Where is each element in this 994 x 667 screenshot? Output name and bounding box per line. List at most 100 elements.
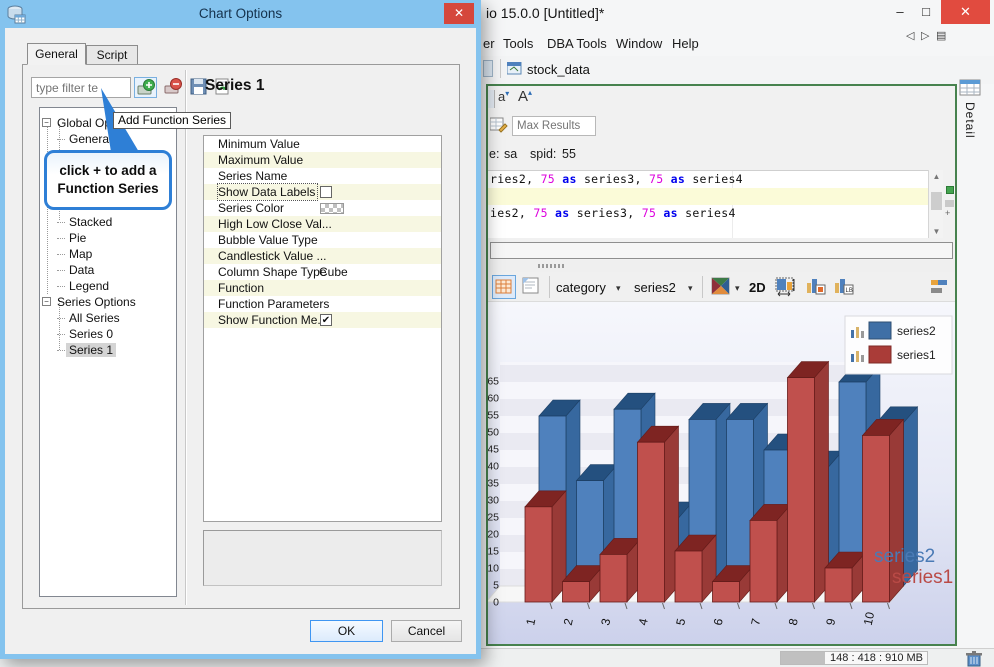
menu-item-help[interactable]: Help <box>672 36 699 51</box>
memory-indicator[interactable]: 148 : 418 : 910 MB <box>780 651 928 665</box>
spid-label: spid: <box>530 147 557 161</box>
collapse-icon[interactable]: − <box>42 297 51 306</box>
svg-text:7: 7 <box>748 617 763 627</box>
dialog-close-icon[interactable]: ✕ <box>444 3 474 24</box>
form-view-icon[interactable] <box>520 275 544 299</box>
menu-item-tools[interactable]: Tools <box>503 36 534 51</box>
grid-view-icon[interactable] <box>492 275 516 299</box>
property-label: Function <box>218 281 265 295</box>
decrease-font-icon[interactable]: a <box>498 89 509 104</box>
property-row[interactable]: Function <box>204 280 441 296</box>
ok-button[interactable]: OK <box>310 620 383 642</box>
garbage-collect-icon[interactable] <box>964 650 984 667</box>
property-value[interactable]: Cube <box>319 265 348 279</box>
tree-item-data[interactable]: Data <box>40 262 176 278</box>
tree-item-legend[interactable]: Legend <box>40 278 176 294</box>
property-row[interactable]: Series Color <box>204 200 441 216</box>
editor-hscrollbar[interactable] <box>490 242 953 259</box>
tree-filter-input[interactable] <box>31 77 131 98</box>
results-grid-icon[interactable] <box>959 79 982 97</box>
tab-script[interactable]: Script <box>86 45 138 65</box>
chevron-down-icon[interactable]: ▾ <box>735 283 740 293</box>
property-row[interactable]: Series Name <box>204 168 441 184</box>
resize-columns-icon[interactable] <box>774 275 798 299</box>
menu-item-er[interactable]: er <box>483 36 495 51</box>
sql-editor[interactable]: ries2, 75 as series3, 75 as series4 ies2,… <box>488 170 928 238</box>
property-row[interactable]: Show Function Me... ✔ <box>204 312 441 328</box>
collapse-icon[interactable]: − <box>42 118 51 127</box>
properties-table: Minimum Value Maximum Value Series Name Sho… <box>203 135 442 522</box>
property-row[interactable]: Maximum Value <box>204 152 441 168</box>
tree-item-stacked[interactable]: Stacked <box>40 214 176 230</box>
results-options-icon[interactable] <box>490 117 508 134</box>
property-row[interactable]: Show Data Labels <box>204 183 441 201</box>
property-row[interactable]: Minimum Value <box>204 136 441 152</box>
tree-item-all-series[interactable]: All Series <box>40 310 176 326</box>
svg-text:55: 55 <box>488 410 499 422</box>
value-labels-icon[interactable]: LB <box>832 275 856 299</box>
dialog-app-icon <box>7 5 26 24</box>
minimize-icon[interactable]: – <box>896 4 904 19</box>
pane-splitter[interactable] <box>488 260 955 272</box>
toolbar-icon-partial[interactable] <box>483 60 493 77</box>
scroll-thumb[interactable] <box>931 192 942 210</box>
chart-style-icon[interactable] <box>710 275 734 299</box>
property-label: Show Function Me... <box>218 313 328 327</box>
scroll-up-icon[interactable]: ▲ <box>932 172 941 181</box>
property-label: Function Parameters <box>218 297 330 311</box>
series-color-swatch[interactable] <box>320 203 344 214</box>
tree-item-label: General <box>69 132 112 146</box>
menu-item-dba-tools[interactable]: DBA Tools <box>547 36 607 51</box>
series-dropdown[interactable]: series2 <box>634 280 676 295</box>
data-labels-icon[interactable] <box>804 275 828 299</box>
export-script-button[interactable] <box>212 77 235 98</box>
tab-stock-data[interactable]: stock_data <box>527 62 590 77</box>
tree-item-pie[interactable]: Pie <box>40 230 176 246</box>
property-row[interactable]: Column Shape Type Cube <box>204 264 441 280</box>
detail-side-tab[interactable]: Detail <box>963 102 977 139</box>
close-icon[interactable]: ✕ <box>941 0 990 24</box>
save-button[interactable] <box>188 77 211 98</box>
cancel-button[interactable]: Cancel <box>391 620 462 642</box>
property-row[interactable]: Bubble Value Type <box>204 232 441 248</box>
chevron-down-icon[interactable]: ▾ <box>616 283 621 293</box>
menu-item-window[interactable]: Window <box>616 36 663 51</box>
tree-item-series-1[interactable]: Series 1 <box>40 342 176 358</box>
tree-item-label: Stacked <box>69 215 113 229</box>
mode-2d-button[interactable]: 2D <box>749 280 766 295</box>
property-label: Series Color <box>218 201 285 215</box>
scroll-down-icon[interactable]: ▼ <box>932 227 941 236</box>
property-checkbox[interactable]: ✔ <box>320 314 332 326</box>
tree-item-map[interactable]: Map <box>40 246 176 262</box>
tree-item-series-options[interactable]: − Series Options <box>40 294 176 310</box>
svg-text:series2: series2 <box>897 324 936 338</box>
callout-line2: Function Series <box>57 181 159 196</box>
tab-general[interactable]: General <box>27 43 86 65</box>
editor-vscrollbar[interactable]: ▲ ▼ <box>928 170 943 238</box>
stock-data-tab-icon <box>507 62 522 75</box>
panel-divider[interactable] <box>185 70 187 605</box>
toolbar-icon-partial[interactable] <box>488 90 495 108</box>
maximize-icon[interactable]: □ <box>922 4 930 19</box>
add-function-series-button[interactable] <box>134 77 157 98</box>
tree-item-general[interactable]: General <box>40 131 176 147</box>
property-checkbox[interactable] <box>320 186 332 198</box>
property-row[interactable]: Candlestick Value ... <box>204 248 441 264</box>
property-row[interactable]: Function Parameters <box>204 296 441 312</box>
nav-forward-icon[interactable]: ▷ <box>921 30 930 42</box>
max-results-input[interactable] <box>512 116 596 136</box>
category-dropdown[interactable]: category <box>556 280 606 295</box>
svg-text:50: 50 <box>488 427 499 439</box>
tab-list-icon[interactable]: ▤ <box>936 30 947 42</box>
property-row[interactable]: High Low Close Val... <box>204 216 441 232</box>
splitter-grip[interactable] <box>538 264 564 268</box>
remove-function-series-button[interactable] <box>162 77 185 98</box>
chevron-down-icon[interactable]: ▾ <box>688 283 693 293</box>
tree-item-label: Data <box>69 263 95 277</box>
tree-item-series-0[interactable]: Series 0 <box>40 326 176 342</box>
increase-font-icon[interactable]: A <box>518 88 532 105</box>
nav-back-icon[interactable]: ◁ <box>906 30 915 42</box>
legend-toggle-icon[interactable] <box>928 275 952 299</box>
property-label: Show Data Labels <box>216 183 319 201</box>
property-label: Candlestick Value ... <box>218 249 327 263</box>
